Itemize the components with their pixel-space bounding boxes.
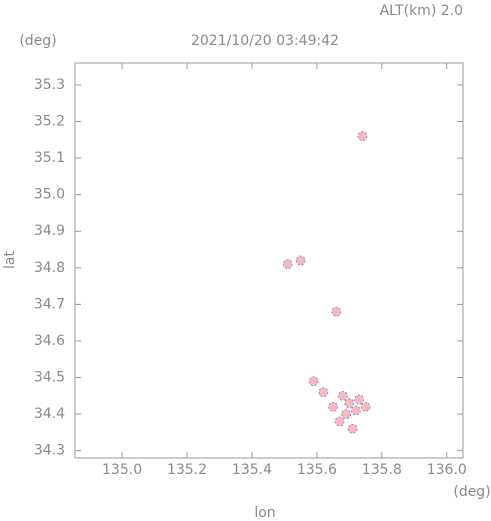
- echo-point: [344, 398, 355, 408]
- x-tick-label: 135.0: [102, 462, 142, 478]
- x-tick-label: 135.8: [362, 462, 402, 478]
- echo-point: [338, 390, 348, 401]
- echo-point: [357, 131, 368, 141]
- y-unit: (deg): [19, 33, 56, 49]
- y-tick-label: 34.8: [34, 260, 65, 276]
- y-tick-label: 34.5: [34, 370, 65, 386]
- x-tick-label: 136.0: [427, 462, 467, 478]
- echo-point: [341, 409, 351, 419]
- echo-point: [331, 306, 342, 317]
- echo-point: [328, 401, 338, 412]
- annotation: ALT(km) 2.0: [380, 3, 463, 19]
- y-tick-label: 35.1: [34, 150, 65, 166]
- echo-point: [282, 259, 293, 270]
- x-tick-label: 135.6: [297, 462, 337, 478]
- echo-point: [334, 416, 345, 427]
- y-tick-label: 34.7: [34, 296, 65, 312]
- y-tick-label: 34.3: [34, 443, 65, 459]
- y-tick-label: 35.2: [34, 114, 65, 130]
- y-tick-label: 34.9: [34, 223, 65, 239]
- echo-point: [347, 423, 358, 434]
- echo-point: [295, 255, 306, 266]
- y-axis-label: lat: [2, 251, 18, 269]
- chart-title: 2021/10/20 03:49:42: [191, 33, 339, 49]
- echo-point: [354, 394, 364, 405]
- y-tick-label: 35.0: [34, 187, 65, 203]
- echo-point: [351, 405, 361, 416]
- echo-point: [308, 376, 319, 387]
- x-tick-label: 135.4: [232, 462, 272, 478]
- x-tick-label: 135.2: [167, 462, 207, 478]
- y-tick-label: 34.4: [34, 406, 65, 422]
- plot-frame: [74, 62, 464, 459]
- y-tick-label: 35.3: [34, 77, 65, 93]
- echo-point: [318, 387, 329, 398]
- y-tick-label: 34.6: [34, 333, 65, 349]
- x-unit: (deg): [453, 484, 490, 500]
- x-axis-label: lon: [254, 505, 275, 521]
- echo-point: [360, 401, 371, 412]
